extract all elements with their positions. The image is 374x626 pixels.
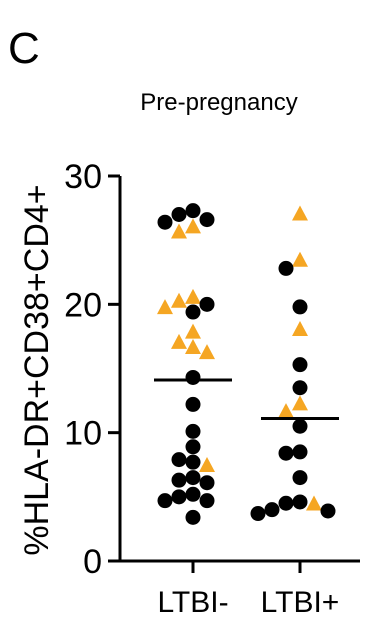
data-point-circle [278, 445, 294, 461]
x-tick-label: LTBI- [157, 586, 228, 619]
data-point-circle [185, 470, 201, 486]
data-point-circle [292, 418, 308, 434]
data-point-circle [185, 439, 201, 455]
data-point-circle [185, 203, 201, 219]
data-point-circle [171, 489, 187, 505]
data-point-circle [185, 486, 201, 502]
data-point-triangle [171, 223, 187, 239]
data-point-circle [185, 454, 201, 470]
panel-label: C [8, 24, 40, 73]
data-point-circle [157, 214, 173, 230]
data-point-triangle [171, 292, 187, 308]
data-point-triangle [292, 251, 308, 267]
data-point-circle [292, 357, 308, 373]
data-point-triangle [185, 288, 201, 304]
median-lines [154, 378, 339, 421]
data-point-circle [157, 493, 173, 509]
data-point-circle [292, 380, 308, 396]
data-point-circle [171, 207, 187, 222]
data-point-circle [199, 493, 215, 509]
chart-title: Pre-pregnancy [140, 89, 297, 116]
data-point-triangle [292, 321, 308, 336]
data-point-circle [185, 509, 201, 525]
data-point-circle [278, 260, 294, 276]
data-point-circle [292, 494, 308, 510]
data-point-circle [199, 475, 215, 491]
y-tick-label: 10 [64, 415, 102, 453]
data-point-circle [199, 212, 215, 228]
data-point-circle [278, 495, 294, 511]
data-point-circle [199, 296, 215, 312]
x-axis-ticks: LTBI- LTBI+ [157, 561, 339, 619]
data-point-triangle [171, 333, 187, 349]
y-axis-ticks: 0 10 20 30 [64, 158, 120, 581]
data-point-triangle [292, 395, 308, 411]
data-point-triangle [278, 403, 294, 419]
y-axis-label: %HLA-DR+CD38+CD4+ [18, 184, 56, 555]
x-tick-label: LTBI+ [261, 586, 340, 619]
y-tick-label: 20 [64, 286, 102, 324]
data-points [157, 203, 336, 525]
data-point-triangle [292, 205, 308, 221]
data-point-circle [171, 472, 187, 488]
data-point-circle [185, 423, 201, 439]
data-point-circle [320, 503, 336, 519]
data-point-triangle [185, 338, 201, 354]
y-tick-label: 30 [64, 158, 102, 196]
data-point-circle [185, 369, 201, 385]
data-point-triangle [306, 495, 322, 511]
data-point-circle [185, 396, 201, 412]
data-point-circle [292, 470, 308, 486]
data-point-circle [264, 502, 280, 518]
data-point-circle [171, 452, 187, 468]
data-point-triangle [185, 218, 201, 234]
y-tick-label: 0 [83, 543, 102, 581]
data-point-circle [292, 299, 308, 315]
data-point-triangle [199, 457, 215, 473]
data-point-circle [292, 444, 308, 460]
data-point-circle [185, 304, 201, 320]
data-point-triangle [157, 299, 173, 315]
data-point-circle [250, 506, 266, 522]
data-point-triangle [199, 344, 215, 360]
data-point-triangle [185, 323, 201, 339]
